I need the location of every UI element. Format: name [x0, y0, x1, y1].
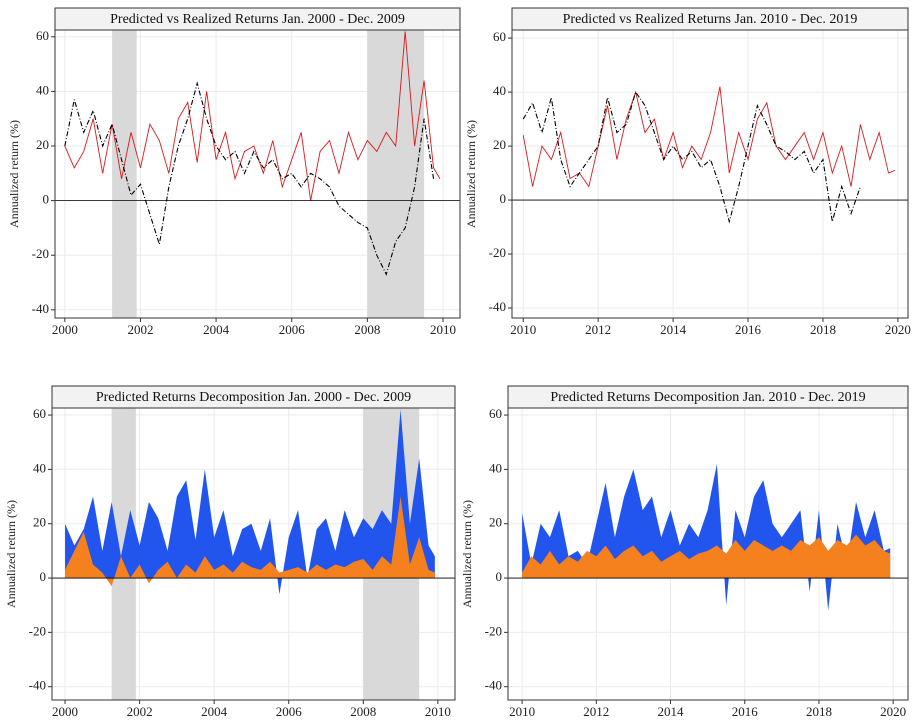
x-tick-label: 2014 — [658, 704, 685, 719]
x-tick-label: 2000 — [52, 322, 78, 337]
title-strip — [511, 7, 909, 31]
series-line — [64, 81, 435, 276]
series-area — [522, 534, 891, 579]
title-strip — [507, 385, 909, 409]
x-tick-label: 2016 — [732, 704, 759, 719]
y-tick-label: -20 — [29, 623, 46, 638]
y-tick-label: 60 — [33, 406, 46, 421]
y-tick-label: 40 — [36, 82, 49, 97]
panel: 2000 2002 2004 2006 2008 2010 -40 -20 0 20 40 60 Pre… — [4, 385, 456, 719]
y-tick-label: 60 — [493, 29, 506, 44]
recession-shade — [112, 30, 137, 318]
y-tick-label: -40 — [32, 301, 49, 316]
panel: 2000 2002 2004 2006 2008 2010 -40 -20 0 20 40 60 Pre… — [7, 7, 461, 337]
panel: 2010 2012 2014 2016 2018 2020 -40 -20 0 20 40 60 Pre… — [464, 7, 911, 337]
y-tick-label: -20 — [32, 246, 49, 261]
x-tick-label: 2010 — [509, 704, 535, 719]
series-line — [522, 90, 861, 224]
x-tick-label: 2008 — [350, 704, 376, 719]
y-tick-label: -40 — [489, 299, 506, 314]
x-tick-label: 2010 — [510, 322, 536, 337]
y-axis-label: Annualized return (%) — [460, 500, 474, 608]
series-line — [64, 31, 441, 201]
x-tick-label: 2006 — [279, 322, 306, 337]
x-tick-label: 2000 — [52, 704, 78, 719]
y-tick-label: 0 — [40, 569, 47, 584]
y-tick-label: 40 — [33, 460, 46, 475]
panel-title: Predicted vs Realized Returns Jan. 2000 … — [110, 12, 405, 27]
y-tick-label: 0 — [43, 192, 50, 207]
y-tick-label: 20 — [489, 515, 502, 530]
y-tick-label: 60 — [36, 28, 49, 43]
x-tick-label: 2010 — [425, 704, 451, 719]
y-axis-label: Annualized return (%) — [4, 500, 18, 608]
recession-shade — [367, 30, 425, 318]
panel: 2010 2012 2014 2016 2018 2020 -40 -20 0 20 40 60 Pre… — [460, 385, 909, 719]
y-tick-label: 40 — [493, 83, 506, 98]
y-tick-label: 0 — [496, 569, 503, 584]
x-tick-label: 2018 — [810, 322, 836, 337]
y-tick-label: -40 — [29, 678, 46, 693]
series-line — [522, 86, 896, 188]
y-tick-label: 0 — [500, 191, 507, 206]
x-tick-label: 2002 — [127, 704, 153, 719]
x-tick-label: 2010 — [430, 322, 456, 337]
x-tick-label: 2004 — [203, 322, 230, 337]
x-tick-label: 2006 — [276, 704, 303, 719]
series-area — [65, 496, 435, 587]
panel-title: Predicted Returns Decomposition Jan. 200… — [96, 390, 411, 405]
x-tick-label: 2012 — [583, 704, 609, 719]
x-tick-label: 2004 — [201, 704, 228, 719]
y-axis-label: Annualized return (%) — [7, 120, 21, 228]
x-tick-label: 2020 — [885, 322, 911, 337]
x-tick-label: 2018 — [806, 704, 832, 719]
x-tick-label: 2002 — [127, 322, 153, 337]
series-area — [65, 409, 435, 595]
x-tick-label: 2008 — [354, 322, 380, 337]
y-tick-label: 20 — [33, 515, 46, 530]
y-tick-label: -20 — [485, 623, 502, 638]
x-tick-label: 2014 — [660, 322, 687, 337]
y-tick-label: 20 — [36, 137, 49, 152]
y-tick-label: 60 — [489, 406, 502, 421]
x-tick-label: 2016 — [735, 322, 762, 337]
y-tick-label: 20 — [493, 137, 506, 152]
y-axis-label: Annualized return (%) — [464, 120, 478, 228]
x-tick-label: 2012 — [585, 322, 611, 337]
title-strip — [51, 385, 456, 409]
panel-title: Predicted vs Realized Returns Jan. 2010 … — [563, 12, 858, 27]
y-tick-label: -20 — [489, 245, 506, 260]
panel-title: Predicted Returns Decomposition Jan. 201… — [550, 390, 865, 405]
title-strip — [54, 7, 461, 31]
y-tick-label: -40 — [485, 678, 502, 693]
y-tick-label: 40 — [489, 460, 502, 475]
x-tick-label: 2020 — [880, 704, 906, 719]
